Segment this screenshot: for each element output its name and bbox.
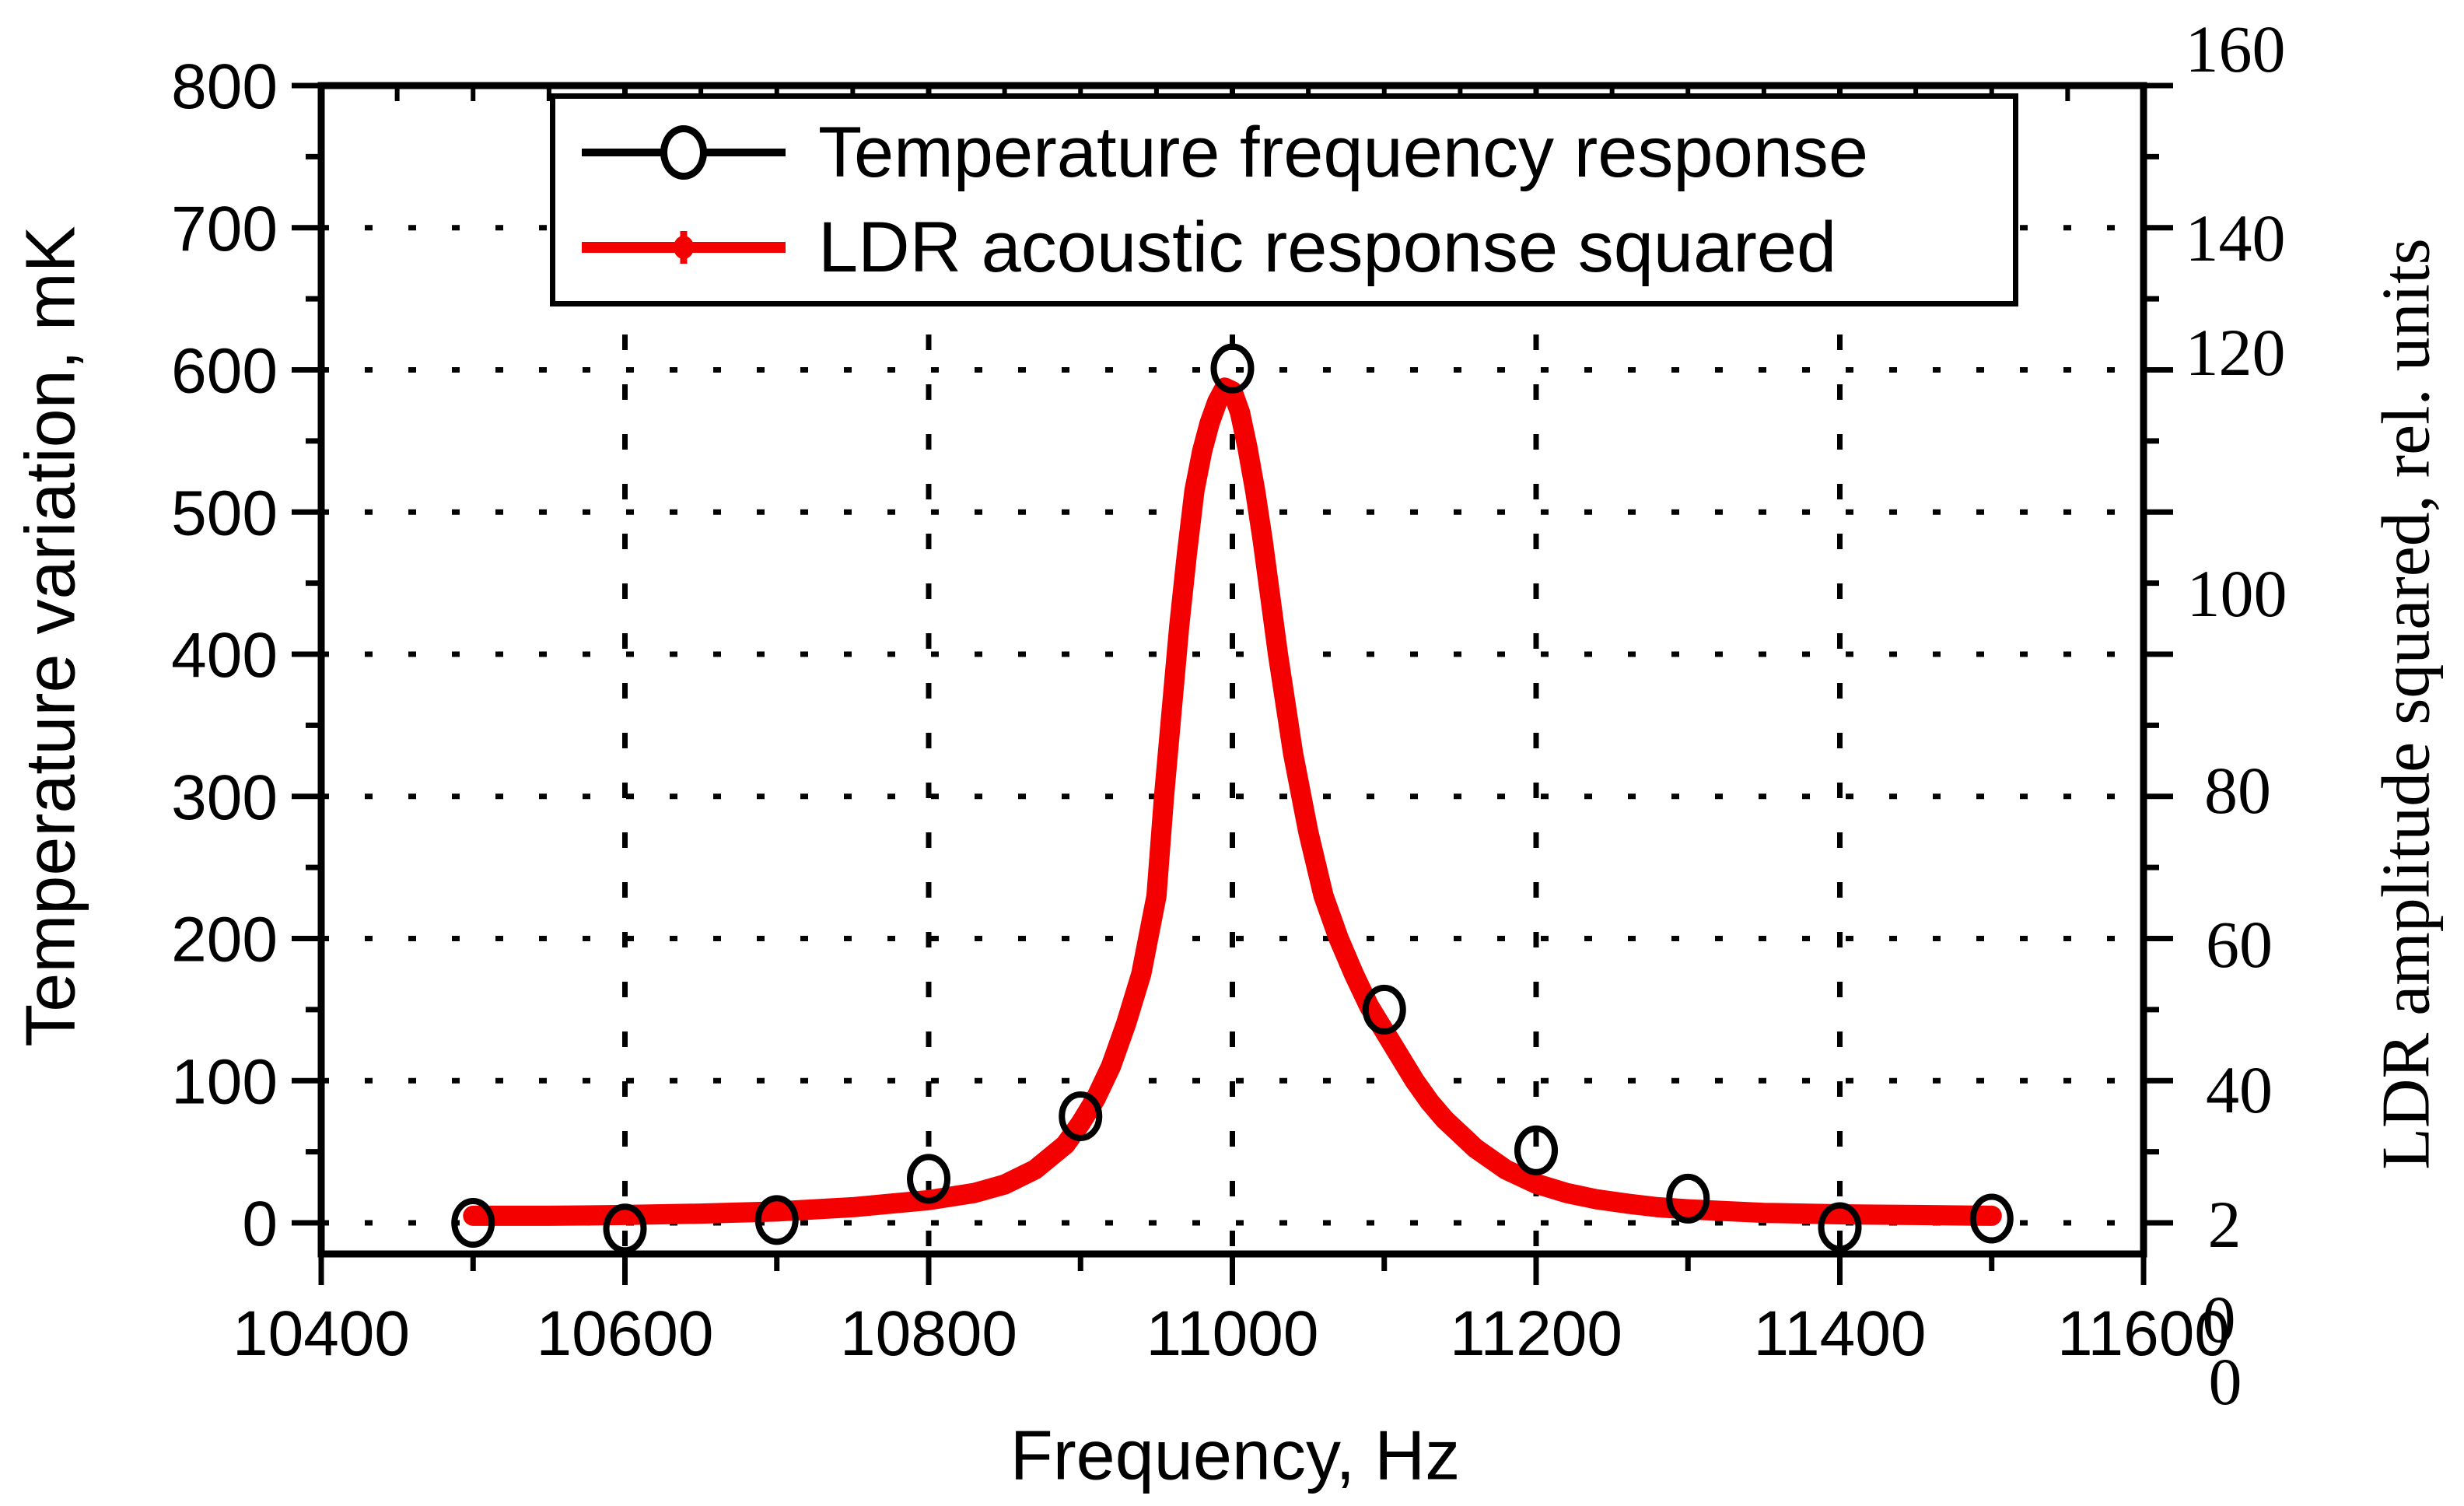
legend: Temperature frequency response LDR acous… — [550, 93, 2018, 306]
right-tick-label: 80 — [2204, 753, 2271, 828]
red-dot-line-marker-icon — [582, 222, 786, 273]
x-tick-label: 11400 — [1754, 1298, 1927, 1369]
legend-label-temperature: Temperature frequency response — [818, 113, 1869, 192]
right-tick-label: 140 — [2186, 201, 2286, 275]
right-tick-label: 60 — [2206, 907, 2273, 982]
temperature-point — [907, 1154, 950, 1204]
x-tick-label: 11000 — [1146, 1298, 1319, 1369]
temperature-point — [1059, 1091, 1103, 1141]
open-circle-icon — [660, 125, 707, 180]
right-tick-label: 120 — [2186, 315, 2286, 390]
x-tick-label: 10600 — [536, 1298, 713, 1369]
legend-entry-ldr: LDR acoustic response squared — [582, 204, 2005, 291]
right-tick-label: 2 — [2208, 1187, 2242, 1262]
temperature-point — [1514, 1125, 1558, 1175]
temperature-point — [451, 1198, 495, 1248]
x-tick-label: 10400 — [233, 1298, 410, 1369]
open-circle-line-marker-icon — [582, 125, 786, 180]
right-tick-label: 160 — [2186, 12, 2286, 86]
temperature-point — [1818, 1202, 1862, 1252]
right-tick-label: 0 — [2203, 1282, 2236, 1357]
y-tick-label: 200 — [171, 905, 278, 975]
x-tick-label: 11600 — [2057, 1298, 2230, 1369]
y-tick-label: 400 — [171, 620, 278, 691]
right-tick-label: 0 — [2209, 1344, 2242, 1419]
y-tick-label: 300 — [171, 762, 278, 833]
x-tick-label: 11200 — [1450, 1298, 1622, 1369]
y-tick-label: 100 — [171, 1046, 278, 1117]
x-axis-title: Frequency, Hz — [1010, 1417, 1461, 1495]
temperature-point — [1666, 1173, 1710, 1224]
y-tick-label: 0 — [242, 1189, 278, 1259]
y-tick-label: 500 — [171, 478, 278, 548]
x-tick-label: 10800 — [840, 1298, 1017, 1369]
y-tick-label: 700 — [171, 194, 278, 264]
y-tick-label: 600 — [171, 336, 278, 407]
temperature-point — [1362, 984, 1406, 1035]
red-dot-icon — [674, 236, 694, 259]
left-axis-title: Temperature variation, mK — [12, 226, 90, 1047]
ldr-curve — [463, 377, 2002, 1226]
right-tick-label: 40 — [2206, 1052, 2273, 1127]
legend-entry-temperature: Temperature frequency response — [582, 109, 2005, 196]
right-axis-title: LDR amplitude squared, rel. units — [2368, 238, 2445, 1170]
legend-label-ldr: LDR acoustic response squared — [818, 208, 1837, 287]
y-tick-label: 800 — [171, 51, 278, 122]
temperature-point — [1210, 343, 1255, 394]
right-tick-label: 100 — [2187, 556, 2287, 631]
temperature-point — [603, 1203, 647, 1254]
temperature-point — [754, 1195, 799, 1245]
temperature-point — [1969, 1193, 2014, 1244]
